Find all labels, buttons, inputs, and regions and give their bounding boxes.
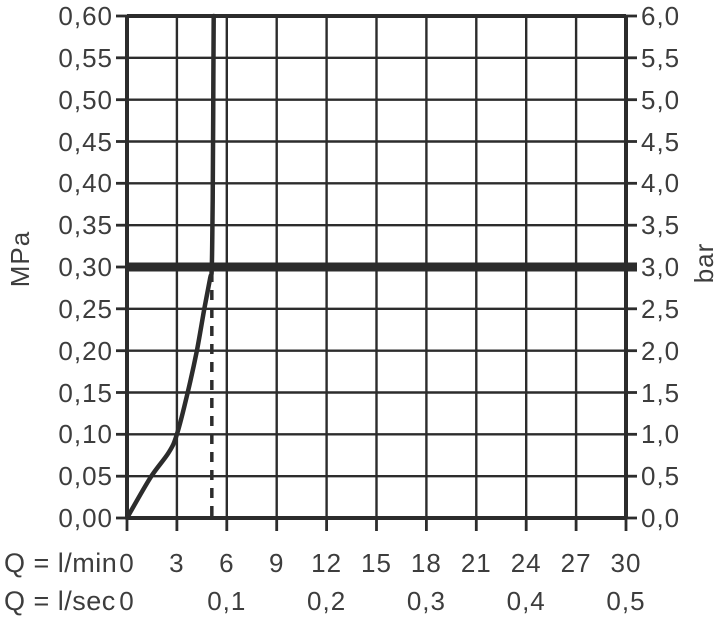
pressure-flow-curve [124, 13, 216, 521]
